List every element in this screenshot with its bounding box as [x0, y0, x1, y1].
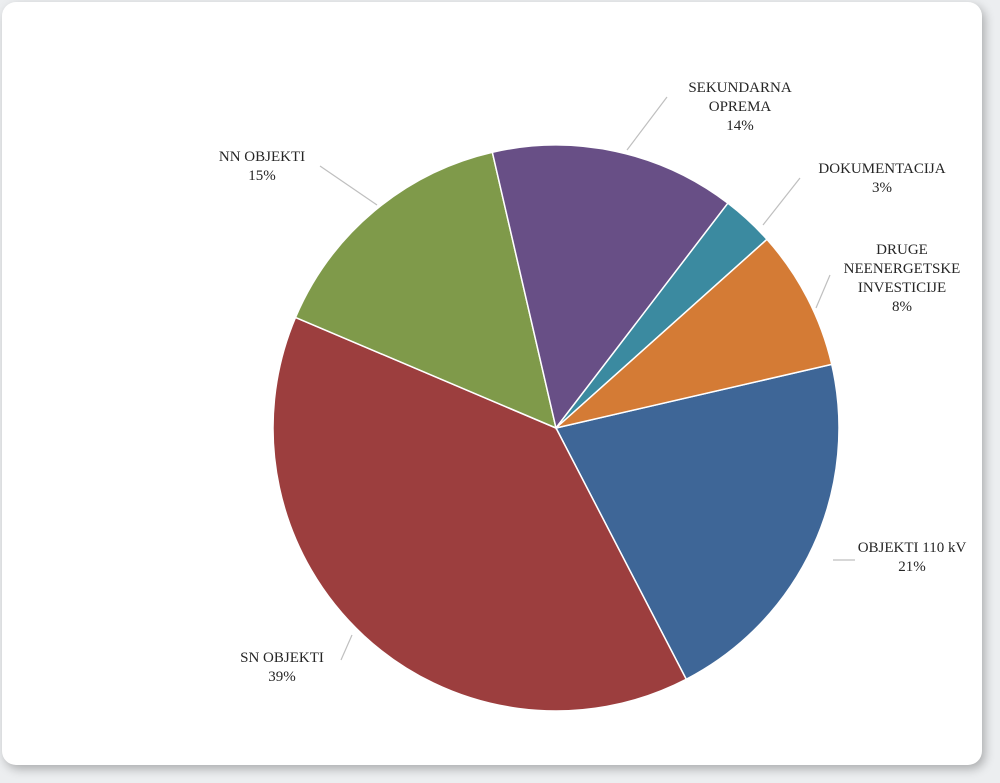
data-label-druge-neenergetske-investicije: DRUGE NEENERGETSKE INVESTICIJE 8%	[844, 242, 961, 315]
leader-line-sekundarna-oprema	[626, 96, 668, 151]
leader-line-dokumentacija	[762, 177, 801, 226]
data-label-percent: 15%	[248, 168, 276, 184]
data-label-percent: 39%	[268, 669, 296, 685]
leader-lines	[319, 96, 855, 661]
pie-slice-nn-objekti	[294, 151, 558, 430]
data-label-dokumentacija: DOKUMENTACIJA 3%	[818, 161, 945, 196]
data-label-name: NEENERGETSKE	[844, 261, 961, 277]
data-label-name: SN OBJEKTI	[240, 650, 324, 666]
leader-line-sn-objekti	[340, 634, 353, 661]
leader-line-druge-neenergetske-investicije	[815, 274, 831, 309]
pie-slices	[272, 144, 840, 712]
data-label-name: DRUGE	[876, 242, 928, 258]
leader-line-nn-objekti	[319, 165, 378, 206]
data-label-percent: 21%	[898, 559, 926, 575]
data-label-name: OPREMA	[709, 99, 772, 115]
data-label-name: NN OBJEKTI	[219, 149, 305, 165]
data-label-percent: 3%	[872, 180, 892, 196]
data-label-percent: 14%	[726, 118, 754, 134]
pie-slice-sekundarna-oprema	[491, 144, 729, 430]
data-label-name: OBJEKTI 110 kV	[858, 540, 967, 556]
data-labels: OBJEKTI 110 kV 21% SN OBJEKTI 39% NN OBJEKTI…	[219, 80, 967, 685]
pie-slice-druge-neenergetske-investicije	[555, 238, 833, 429]
pie-slice-sn-objekti	[272, 316, 688, 712]
data-label-nn-objekti: NN OBJEKTI 15%	[219, 149, 305, 184]
data-label-name: DOKUMENTACIJA	[818, 161, 945, 177]
data-label-name: SEKUNDARNA	[688, 80, 792, 96]
data-label-objekti-110-kv: OBJEKTI 110 kV 21%	[858, 540, 967, 575]
data-label-percent: 8%	[892, 299, 912, 315]
data-label-name: INVESTICIJE	[858, 280, 946, 296]
data-label-sekundarna-oprema: SEKUNDARNA OPREMA 14%	[688, 80, 792, 134]
data-label-sn-objekti: SN OBJEKTI 39%	[240, 650, 324, 685]
pie-slice-objekti-110-kv	[554, 363, 840, 681]
